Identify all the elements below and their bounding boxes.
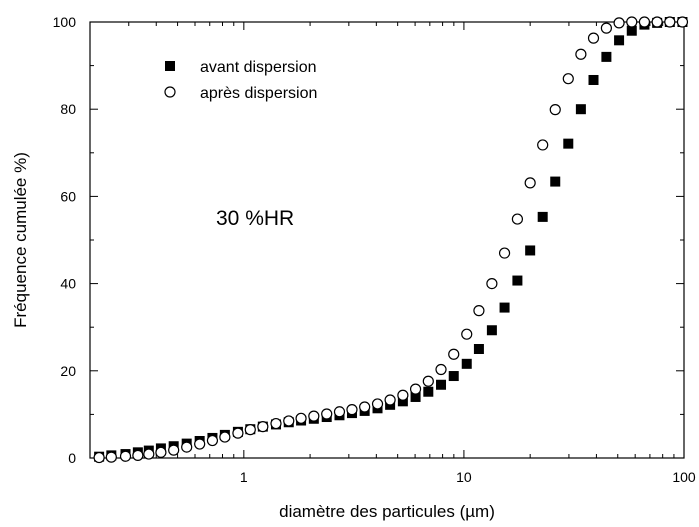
data-point-apres — [333, 406, 346, 418]
data-point-avant — [448, 371, 459, 382]
data-point-avant — [473, 344, 484, 354]
data-point-apres — [562, 73, 574, 85]
y-axis-title: Fréquence cumulée %) — [11, 152, 30, 328]
data-point-apres — [537, 139, 549, 151]
data-point-apres — [168, 444, 180, 456]
data-points — [93, 16, 689, 464]
data-point-avant — [423, 386, 434, 397]
data-point-apres — [511, 213, 524, 225]
data-point-avant — [486, 325, 497, 336]
data-point-apres — [613, 17, 625, 29]
data-point-apres — [132, 449, 144, 461]
data-point-apres — [257, 421, 269, 433]
plot-area — [89, 21, 685, 459]
x-axis-title: diamètre des particules (µm) — [279, 502, 495, 521]
y-tick-label: 0 — [68, 450, 76, 466]
x-tick-label: 10 — [456, 469, 472, 485]
data-point-apres — [549, 104, 561, 116]
data-point-apres — [651, 16, 663, 28]
legend: avant dispersion après dispersion — [164, 59, 317, 102]
data-point-apres — [638, 16, 651, 28]
y-tick-label: 80 — [60, 101, 76, 117]
data-point-apres — [371, 398, 384, 410]
data-point-apres — [435, 363, 447, 376]
data-point-avant — [550, 176, 561, 187]
data-point-apres — [155, 446, 167, 458]
data-point-apres — [384, 394, 396, 406]
data-point-apres — [473, 305, 485, 317]
data-point-apres — [600, 22, 612, 34]
data-point-avant — [410, 391, 421, 402]
data-point-apres — [461, 328, 473, 340]
data-point-apres — [587, 32, 600, 44]
data-point-apres — [244, 424, 256, 436]
data-point-avant — [601, 51, 612, 62]
data-point-avant — [512, 275, 523, 286]
data-point-apres — [219, 431, 231, 443]
y-tick-label: 20 — [60, 363, 76, 379]
chart-annotation: 30 %HR — [216, 207, 294, 230]
data-point-apres — [119, 450, 132, 462]
data-point-avant — [525, 245, 536, 256]
legend-label-avant: avant dispersion — [200, 59, 317, 76]
data-point-apres — [359, 401, 371, 413]
legend-marker-apres — [164, 86, 176, 98]
data-point-apres — [676, 16, 689, 28]
data-point-avant — [461, 358, 472, 369]
data-point-apres — [270, 417, 282, 430]
data-point-apres — [295, 412, 307, 424]
data-point-apres — [422, 375, 434, 387]
data-point-apres — [93, 451, 105, 464]
data-point-apres — [486, 278, 498, 290]
data-point-avant — [626, 25, 637, 36]
data-point-apres — [308, 410, 320, 422]
data-point-apres — [181, 441, 193, 453]
data-point-apres — [626, 16, 638, 28]
data-point-avant — [397, 396, 408, 407]
data-point-apres — [409, 383, 422, 395]
data-point-apres — [105, 451, 117, 463]
data-point-avant — [499, 302, 510, 313]
y-tick-label: 60 — [60, 188, 76, 204]
data-point-apres — [346, 404, 358, 416]
data-point-apres — [206, 434, 219, 447]
data-point-apres — [575, 48, 587, 60]
y-tick-label: 40 — [60, 276, 76, 292]
data-point-apres — [321, 408, 333, 420]
data-point-apres — [194, 438, 206, 450]
data-point-apres — [143, 448, 155, 460]
data-point-apres — [498, 247, 511, 259]
legend-marker-avant — [165, 61, 175, 71]
plot-frame — [89, 21, 685, 459]
x-tick-label: 1 — [240, 469, 248, 485]
data-point-apres — [232, 427, 244, 439]
legend-label-apres: après dispersion — [200, 85, 317, 102]
data-point-avant — [537, 211, 548, 222]
data-point-avant — [575, 104, 586, 115]
data-point-avant — [436, 379, 447, 390]
data-point-apres — [524, 177, 536, 189]
data-point-apres — [397, 389, 409, 401]
data-point-avant — [563, 138, 574, 149]
data-point-apres — [448, 348, 460, 360]
data-point-apres — [283, 415, 295, 427]
data-point-avant — [588, 74, 599, 85]
axis-ticks: 0 20 40 60 80 100 1 10 100 — [53, 14, 696, 485]
data-point-apres — [664, 16, 676, 28]
y-tick-label: 100 — [53, 14, 77, 30]
x-tick-label: 100 — [672, 469, 696, 485]
data-point-avant — [614, 35, 625, 46]
